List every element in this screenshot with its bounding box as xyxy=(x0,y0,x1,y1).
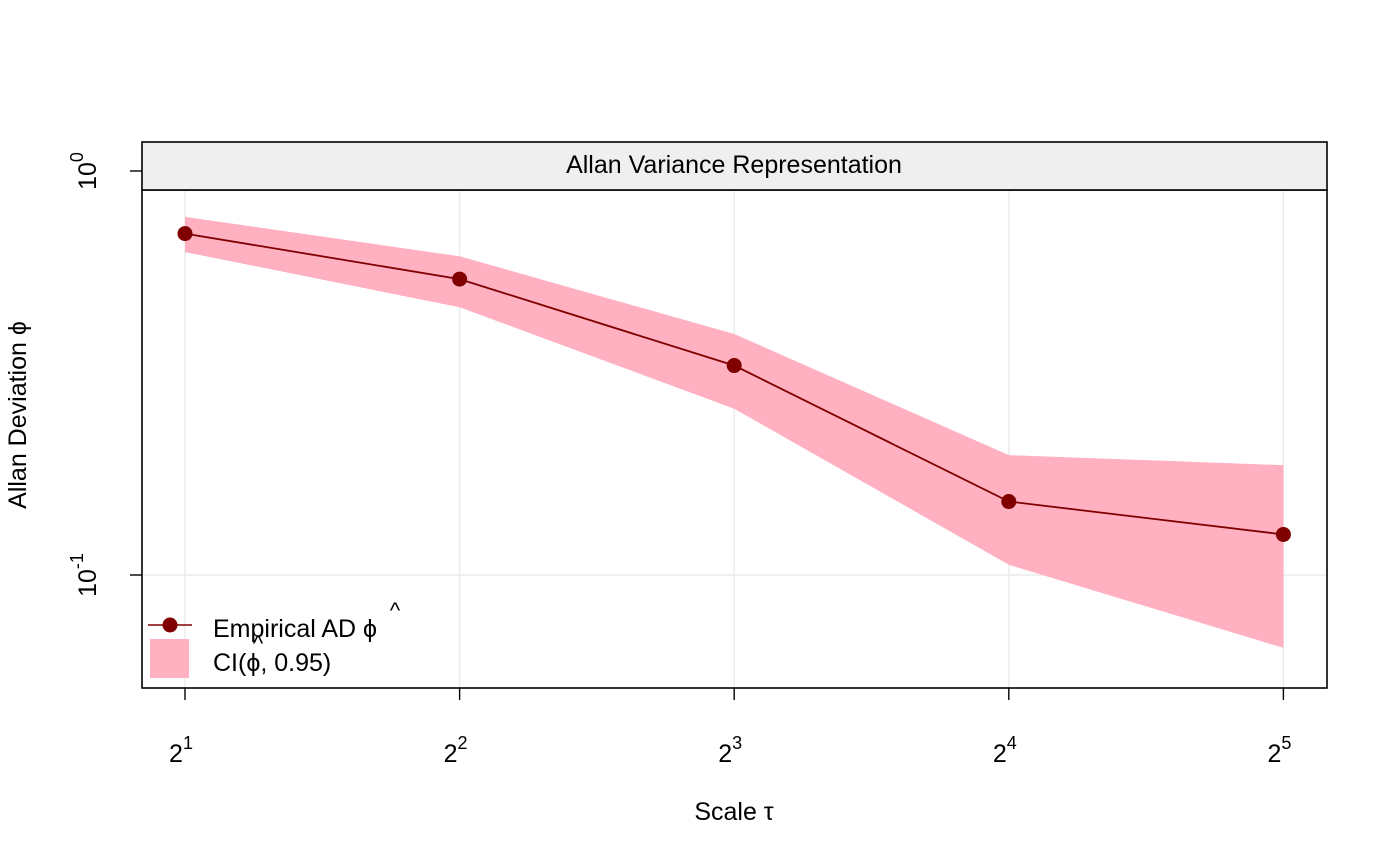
legend: Empirical AD ϕ ^ CI(ϕ, 0.95) ^ xyxy=(148,598,401,678)
legend-point-swatch xyxy=(162,617,178,633)
legend-ci-suffix: , 0.95) xyxy=(260,649,331,677)
title-strip xyxy=(141,141,1328,191)
x-tick-label: 24 xyxy=(993,733,1017,768)
legend-entry-empirical: Empirical AD ϕ xyxy=(213,615,377,643)
y-tick-label: 10-1 xyxy=(67,553,102,597)
y-axis-title: Allan Deviation ϕ xyxy=(4,321,32,509)
y-axis-ticks: 100 10-1 xyxy=(67,152,142,597)
series-points-layer xyxy=(177,226,1291,542)
legend-entry-ci: CI(ϕ, 0.95) xyxy=(213,649,331,677)
x-tick-label: 21 xyxy=(169,733,193,768)
data-point xyxy=(1001,494,1017,510)
legend-ci-prefix: CI( xyxy=(213,649,247,677)
x-axis-ticks: 21 22 23 24 25 xyxy=(169,688,1291,768)
legend-ci-phi: ϕ xyxy=(246,649,260,677)
legend-empirical-text: Empirical AD xyxy=(213,615,363,643)
chart-title: Allan Variance Representation xyxy=(566,151,902,179)
data-point xyxy=(1275,526,1291,542)
data-point xyxy=(726,358,742,374)
confidence-band-layer xyxy=(185,216,1284,648)
x-tick-label: 23 xyxy=(718,733,742,768)
legend-hat-empirical: ^ xyxy=(390,598,401,623)
confidence-band xyxy=(185,216,1284,648)
x-tick-label: 25 xyxy=(1267,733,1291,768)
x-tick-label: 22 xyxy=(444,733,468,768)
legend-hat-ci: ^ xyxy=(253,631,264,656)
data-point xyxy=(452,271,468,287)
legend-band-swatch xyxy=(150,639,189,678)
y-tick-label: 100 xyxy=(67,152,102,190)
data-point xyxy=(177,226,193,242)
x-axis-title: Scale τ xyxy=(694,798,773,826)
legend-empirical-phi: ϕ xyxy=(363,615,377,643)
